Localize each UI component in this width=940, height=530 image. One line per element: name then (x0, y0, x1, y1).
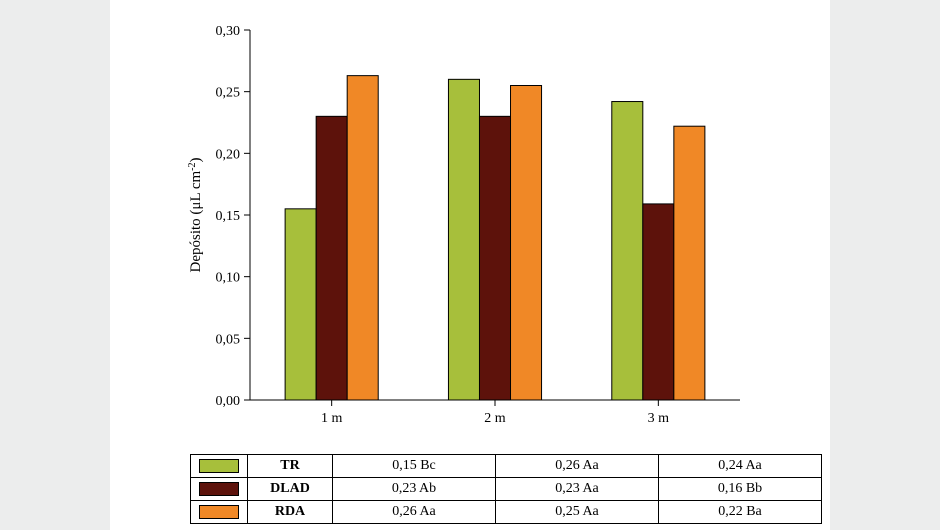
table-cell: 0,16 Bb (659, 478, 822, 501)
white-panel: 0,00 0,05 0,10 0,15 0,20 0,25 0,30 1 m 2 m 3 m D… (110, 0, 830, 530)
bar-tr-2 (448, 79, 479, 400)
table-cell: 0,26 Aa (333, 501, 496, 524)
y-tick-label: 0,25 (216, 86, 241, 101)
bar-dlad-3 (643, 204, 674, 400)
y-axis-label: Depósito (μL cm-2) (187, 158, 205, 273)
table-row: DLAD0,23 Ab0,23 Aa0,16 Bb (191, 478, 822, 501)
y-tick-label: 0,10 (216, 271, 241, 286)
legend-swatch-icon (199, 505, 239, 519)
legend-swatch-icon (199, 482, 239, 496)
legend-swatch-cell (191, 501, 248, 524)
series-name: DLAD (248, 478, 333, 501)
x-category-label: 1 m (321, 411, 343, 426)
table-cell: 0,23 Aa (496, 478, 659, 501)
table-cell: 0,22 Ba (659, 501, 822, 524)
y-tick-label: 0,00 (216, 394, 241, 409)
summary-table: TR0,15 Bc0,26 Aa0,24 AaDLAD0,23 Ab0,23 A… (190, 454, 822, 524)
bar-rda-1 (347, 76, 378, 400)
table-cell: 0,25 Aa (496, 501, 659, 524)
legend-swatch-cell (191, 455, 248, 478)
x-category-label: 3 m (648, 411, 670, 426)
table-cell: 0,24 Aa (659, 455, 822, 478)
table-cell: 0,15 Bc (333, 455, 496, 478)
table-row: RDA0,26 Aa0,25 Aa0,22 Ba (191, 501, 822, 524)
table-cell: 0,23 Ab (333, 478, 496, 501)
y-tick-label: 0,30 (216, 24, 241, 39)
bar-chart: 0,00 0,05 0,10 0,15 0,20 0,25 0,30 1 m 2 m 3 m D… (180, 20, 760, 440)
y-tick-label: 0,20 (216, 147, 241, 162)
legend-swatch-cell (191, 478, 248, 501)
series-name: TR (248, 455, 333, 478)
x-category-label: 2 m (484, 411, 506, 426)
bar-tr-1 (285, 209, 316, 400)
series-name: RDA (248, 501, 333, 524)
table-row: TR0,15 Bc0,26 Aa0,24 Aa (191, 455, 822, 478)
bar-tr-3 (612, 102, 643, 400)
bar-chart-svg: 0,00 0,05 0,10 0,15 0,20 0,25 0,30 1 m 2 m 3 m D… (180, 20, 760, 440)
bar-rda-3 (674, 126, 705, 400)
bar-rda-2 (511, 86, 542, 401)
page: 0,00 0,05 0,10 0,15 0,20 0,25 0,30 1 m 2 m 3 m D… (0, 0, 940, 530)
y-tick-label: 0,05 (216, 332, 241, 347)
y-tick-label: 0,15 (216, 209, 241, 224)
legend-swatch-icon (199, 459, 239, 473)
bar-dlad-1 (316, 116, 347, 400)
table-cell: 0,26 Aa (496, 455, 659, 478)
bar-dlad-2 (479, 116, 510, 400)
